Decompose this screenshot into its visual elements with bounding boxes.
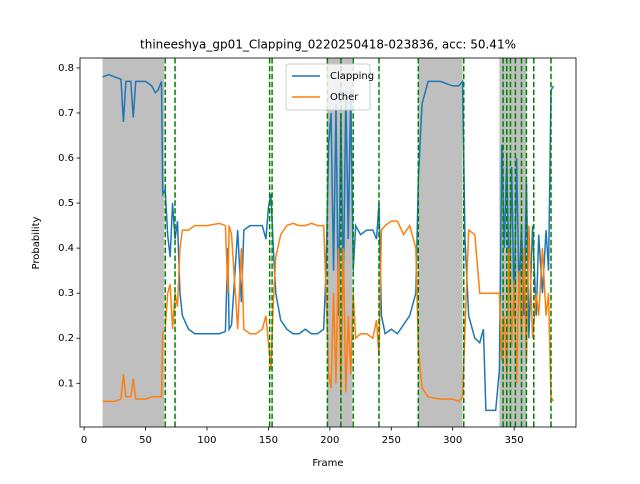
x-tick-label: 100	[197, 435, 216, 446]
x-tick-label: 250	[382, 435, 401, 446]
x-tick-label: 200	[320, 435, 339, 446]
data-line	[102, 73, 555, 412]
y-tick-label: 0.6	[58, 153, 74, 164]
y-tick-label: 0.4	[58, 243, 74, 254]
y-tick-label: 0.3	[58, 288, 74, 299]
x-tick-label: 50	[139, 435, 152, 446]
x-tick-label: 350	[505, 435, 524, 446]
data-line	[102, 220, 555, 403]
x-tick-label: 150	[259, 435, 278, 446]
y-tick-label: 0.2	[58, 333, 74, 344]
y-tick-label: 0.8	[58, 63, 74, 74]
x-tick-label: 0	[81, 435, 87, 446]
axes-frame	[79, 57, 577, 428]
shaded-span	[102, 58, 164, 427]
shaded-span	[418, 58, 463, 427]
chart-title: thineeshya_gp01_Clapping_0220250418-0238…	[140, 38, 516, 52]
legend-label: Other	[330, 92, 359, 103]
y-tick-label: 0.7	[58, 108, 74, 119]
y-tick-label: 0.5	[58, 198, 74, 209]
x-tick-label: 300	[443, 435, 462, 446]
x-axis-label: Frame	[312, 458, 343, 469]
y-axis-label: Probability	[31, 216, 42, 269]
legend-label: Clapping	[330, 71, 374, 82]
y-tick-label: 0.1	[58, 378, 74, 389]
